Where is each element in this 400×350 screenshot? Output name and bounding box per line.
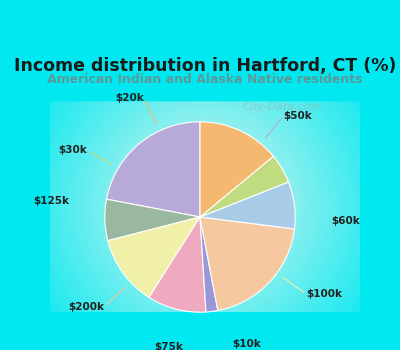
Text: $60k: $60k <box>331 216 360 226</box>
Wedge shape <box>200 182 295 229</box>
Text: $10k: $10k <box>233 339 262 349</box>
Wedge shape <box>106 122 200 217</box>
Text: $125k: $125k <box>34 196 70 205</box>
Text: $200k: $200k <box>68 302 104 312</box>
Wedge shape <box>105 199 200 241</box>
Wedge shape <box>200 122 273 217</box>
Wedge shape <box>200 217 294 310</box>
Wedge shape <box>200 217 218 312</box>
Text: $50k: $50k <box>284 111 312 121</box>
Text: $30k: $30k <box>58 145 87 155</box>
Text: City-Data.com: City-Data.com <box>243 103 322 112</box>
Text: $20k: $20k <box>115 93 144 103</box>
Text: $75k: $75k <box>155 342 184 350</box>
Wedge shape <box>200 156 288 217</box>
Wedge shape <box>149 217 206 312</box>
Text: Income distribution in Hartford, CT (%): Income distribution in Hartford, CT (%) <box>14 57 396 75</box>
Text: American Indian and Alaska Native residents: American Indian and Alaska Native reside… <box>47 73 363 86</box>
Text: $100k: $100k <box>306 289 342 299</box>
Wedge shape <box>108 217 200 298</box>
